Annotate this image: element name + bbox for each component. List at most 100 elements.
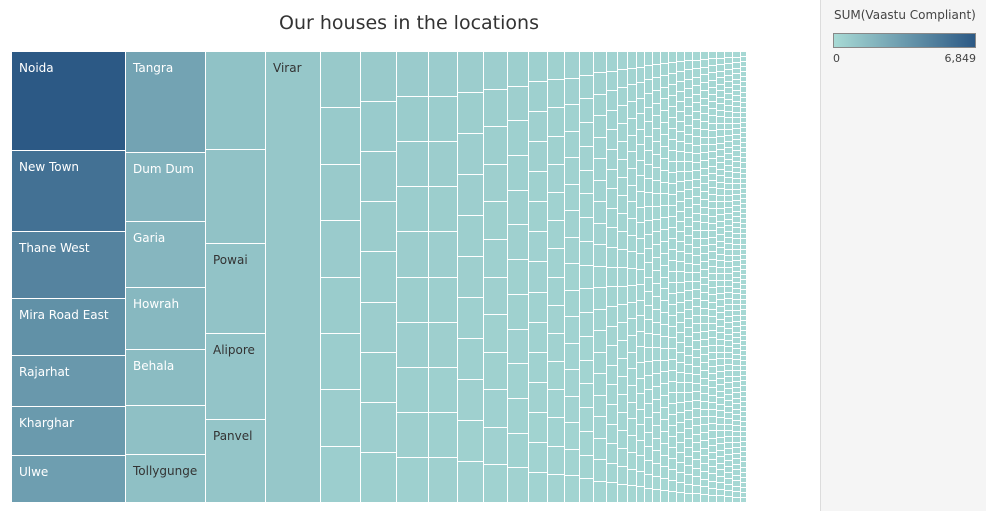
treemap-cell[interactable] [618, 413, 628, 431]
treemap-cell[interactable] [653, 426, 661, 439]
treemap-cell[interactable] [637, 347, 645, 363]
treemap-cell[interactable] [693, 409, 701, 418]
treemap-cell[interactable] [717, 72, 725, 78]
treemap-cell[interactable] [717, 78, 725, 85]
treemap-cell[interactable] [661, 218, 669, 230]
treemap-cell[interactable] [677, 373, 685, 383]
treemap-cell[interactable] [607, 287, 618, 307]
treemap-cell[interactable] [548, 249, 565, 278]
treemap-cell[interactable] [709, 331, 717, 338]
treemap-cell[interactable] [628, 303, 637, 319]
treemap-cell[interactable] [725, 455, 733, 461]
treemap-cell[interactable] [669, 404, 677, 415]
treemap-cell[interactable] [653, 232, 661, 245]
treemap-cell[interactable] [685, 466, 693, 475]
treemap-cell[interactable] [607, 483, 618, 503]
treemap-cell[interactable] [693, 426, 701, 435]
treemap-cell[interactable] [361, 303, 397, 353]
treemap-cell[interactable] [717, 333, 725, 340]
treemap-cell[interactable] [529, 383, 548, 413]
treemap-cell[interactable] [661, 123, 669, 135]
treemap-cell[interactable] [725, 479, 733, 485]
treemap-cell[interactable] [645, 193, 653, 207]
treemap-cell[interactable] [685, 485, 693, 494]
treemap-cell[interactable] [725, 154, 733, 160]
treemap-cell[interactable] [645, 376, 653, 390]
treemap-cell[interactable] [733, 96, 741, 102]
treemap-cell[interactable] [618, 359, 628, 377]
treemap-cell[interactable] [669, 448, 677, 459]
treemap-cell[interactable] [677, 473, 685, 483]
treemap-cell[interactable] [725, 274, 733, 281]
treemap-cell[interactable] [685, 162, 693, 172]
treemap-cell[interactable] [548, 278, 565, 306]
treemap-cell[interactable] [693, 137, 701, 146]
treemap-cell[interactable] [529, 52, 548, 82]
treemap-cell[interactable] [709, 167, 717, 174]
treemap-cell[interactable] [733, 327, 741, 333]
treemap-cell[interactable] [645, 320, 653, 334]
treemap-cell[interactable] [661, 266, 669, 278]
treemap-cell[interactable] [717, 353, 725, 359]
treemap-cell[interactable] [529, 262, 548, 293]
treemap-cell[interactable] [618, 142, 628, 160]
treemap-cell[interactable] [733, 228, 741, 234]
treemap-cell[interactable] [701, 340, 709, 347]
treemap-cell[interactable] [618, 106, 628, 124]
treemap-cell[interactable] [733, 476, 741, 481]
treemap-cell[interactable] [669, 228, 677, 239]
treemap-cell[interactable] [709, 252, 717, 260]
treemap-cell[interactable] [701, 464, 709, 472]
treemap-cell[interactable] [484, 165, 508, 202]
treemap-cell[interactable] [717, 150, 725, 157]
treemap-cell[interactable] [653, 451, 661, 464]
treemap-cell[interactable] [733, 217, 741, 223]
treemap-cell[interactable] [653, 374, 661, 387]
treemap-cell[interactable] [717, 300, 725, 307]
treemap-cell[interactable] [628, 252, 637, 269]
treemap-cell[interactable] [741, 427, 747, 432]
treemap-cell[interactable] [725, 353, 733, 359]
treemap-cell[interactable] [669, 52, 677, 63]
treemap-cell[interactable] [741, 462, 747, 468]
treemap-cell[interactable] [661, 372, 669, 384]
treemap-cell[interactable] [594, 95, 607, 116]
treemap-cell[interactable] [725, 112, 733, 118]
treemap-cell[interactable] [484, 202, 508, 240]
treemap-cell[interactable] [397, 232, 429, 278]
treemap-cell[interactable] [717, 235, 725, 242]
treemap-cell[interactable] [580, 99, 594, 123]
treemap-cell[interactable] [709, 410, 717, 417]
treemap-cell[interactable] [717, 170, 725, 176]
treemap-cell[interactable] [701, 316, 709, 324]
treemap-cell[interactable] [741, 316, 747, 321]
treemap-cell[interactable] [701, 379, 709, 386]
treemap-cell[interactable] [733, 195, 741, 201]
treemap-cell[interactable] [725, 220, 733, 226]
treemap-cell[interactable] [565, 185, 580, 211]
treemap-cell[interactable] [607, 385, 618, 405]
treemap-cell[interactable] [709, 159, 717, 167]
treemap-cell[interactable] [653, 335, 661, 348]
treemap-cell[interactable] [361, 453, 397, 503]
treemap-cell[interactable] [661, 361, 669, 372]
treemap-cell[interactable] [733, 162, 741, 168]
treemap-cell[interactable] [594, 460, 607, 482]
treemap-cell[interactable] [565, 52, 580, 79]
treemap-cell[interactable] [741, 245, 747, 250]
treemap-cell[interactable] [484, 52, 508, 90]
treemap-cell[interactable] [628, 219, 637, 236]
treemap-cell[interactable] [669, 85, 677, 96]
treemap-cell[interactable] [397, 413, 429, 458]
treemap-cell[interactable] [741, 407, 747, 412]
treemap-cell[interactable] [661, 64, 669, 76]
treemap-cell[interactable] [637, 441, 645, 456]
treemap-cell[interactable] [709, 310, 717, 317]
treemap-cell[interactable] [693, 103, 701, 112]
treemap-cell[interactable] [580, 479, 594, 503]
treemap-cell[interactable] [594, 417, 607, 439]
treemap-cell[interactable] [725, 359, 733, 365]
treemap-cell[interactable] [733, 63, 741, 69]
treemap-cell[interactable] [693, 214, 701, 222]
treemap-cell[interactable] [661, 408, 669, 420]
